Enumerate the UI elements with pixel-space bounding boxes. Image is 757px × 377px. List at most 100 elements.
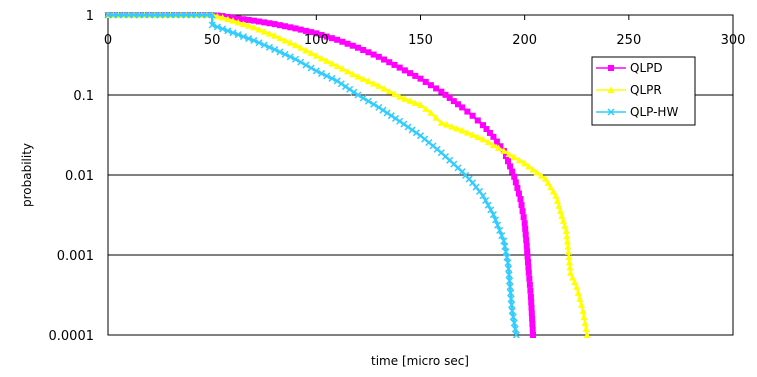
data-point — [523, 242, 530, 249]
data-point — [391, 114, 400, 122]
data-point — [250, 23, 258, 31]
data-point — [213, 23, 221, 31]
data-point — [581, 319, 589, 326]
data-point — [120, 12, 128, 19]
data-point — [529, 326, 536, 333]
data-point — [333, 77, 341, 85]
series-markers-qlp-hw — [104, 12, 520, 338]
data-point — [370, 100, 378, 108]
data-point — [422, 105, 430, 112]
data-point — [250, 17, 257, 24]
data-point — [437, 119, 445, 126]
data-point — [323, 72, 331, 80]
data-point — [565, 258, 573, 266]
data-point — [522, 225, 529, 232]
data-point — [491, 216, 500, 224]
data-point — [580, 313, 588, 320]
data-point — [530, 332, 536, 338]
data-point — [549, 187, 557, 195]
data-point — [344, 40, 351, 47]
y-tick-label: 0.001 — [57, 249, 94, 264]
data-point — [503, 253, 511, 261]
data-point — [125, 12, 133, 19]
data-point — [354, 73, 362, 80]
x-tick-label: 50 — [204, 33, 221, 48]
data-point — [459, 104, 466, 111]
data-point — [375, 103, 383, 111]
data-point — [542, 175, 549, 182]
data-point — [417, 101, 424, 108]
data-point — [208, 12, 216, 19]
data-point — [339, 38, 346, 45]
x-tick-label: 250 — [616, 33, 641, 48]
data-point — [505, 150, 513, 158]
data-point — [455, 101, 461, 108]
data-point — [260, 41, 268, 49]
data-point — [450, 98, 457, 105]
data-point — [547, 183, 555, 191]
data-point — [559, 217, 567, 224]
data-point — [193, 12, 201, 19]
data-point — [506, 277, 514, 285]
data-point — [514, 184, 521, 191]
data-point — [510, 153, 518, 161]
data-point — [442, 91, 449, 98]
x-axis-title: time [micro sec] — [371, 354, 469, 368]
data-point — [511, 173, 518, 180]
data-point — [323, 33, 330, 40]
data-point — [583, 331, 591, 338]
data-point — [558, 212, 566, 219]
data-point — [463, 129, 471, 136]
data-point — [245, 16, 252, 23]
data-point — [443, 121, 451, 128]
data-point — [266, 20, 273, 27]
data-point — [271, 21, 278, 28]
y-tick-label: 0.0001 — [49, 329, 95, 344]
data-point — [380, 85, 388, 92]
data-point — [172, 12, 180, 19]
data-point — [292, 41, 299, 49]
data-point — [379, 106, 387, 114]
data-point — [360, 46, 367, 53]
data-point — [469, 131, 477, 138]
x-tick-label: 0 — [104, 33, 112, 48]
data-point — [364, 97, 372, 105]
data-point — [487, 206, 495, 214]
legend-label-qlpr: QLPR — [630, 83, 662, 97]
data-point — [161, 12, 169, 19]
data-point — [287, 24, 294, 31]
data-point — [432, 114, 440, 121]
data-point — [519, 208, 526, 215]
data-point — [292, 25, 299, 32]
data-point — [563, 237, 571, 245]
data-point — [507, 295, 515, 303]
data-point — [260, 28, 268, 35]
data-point — [297, 58, 305, 66]
data-point — [151, 12, 159, 19]
y-tick-label: 1 — [86, 9, 94, 24]
data-point — [479, 192, 487, 200]
data-point — [427, 82, 434, 89]
data-point — [375, 82, 383, 89]
data-point — [344, 67, 352, 75]
data-point — [489, 211, 497, 219]
data-point — [562, 227, 570, 234]
data-point — [483, 126, 490, 133]
legend-label-qlp-hw: QLP-HW — [630, 105, 678, 119]
data-point — [256, 18, 263, 25]
data-point — [333, 62, 341, 70]
data-point — [577, 301, 585, 308]
data-point — [479, 135, 487, 143]
data-point — [146, 12, 154, 19]
data-point — [528, 304, 535, 311]
data-point — [406, 97, 414, 104]
data-point — [515, 156, 523, 164]
data-point — [166, 12, 175, 19]
data-point — [533, 169, 541, 176]
data-point — [411, 99, 419, 106]
data-point — [574, 289, 582, 296]
data-point — [245, 35, 253, 43]
data-point — [307, 49, 315, 57]
data-point — [527, 293, 534, 300]
data-point — [297, 26, 304, 33]
